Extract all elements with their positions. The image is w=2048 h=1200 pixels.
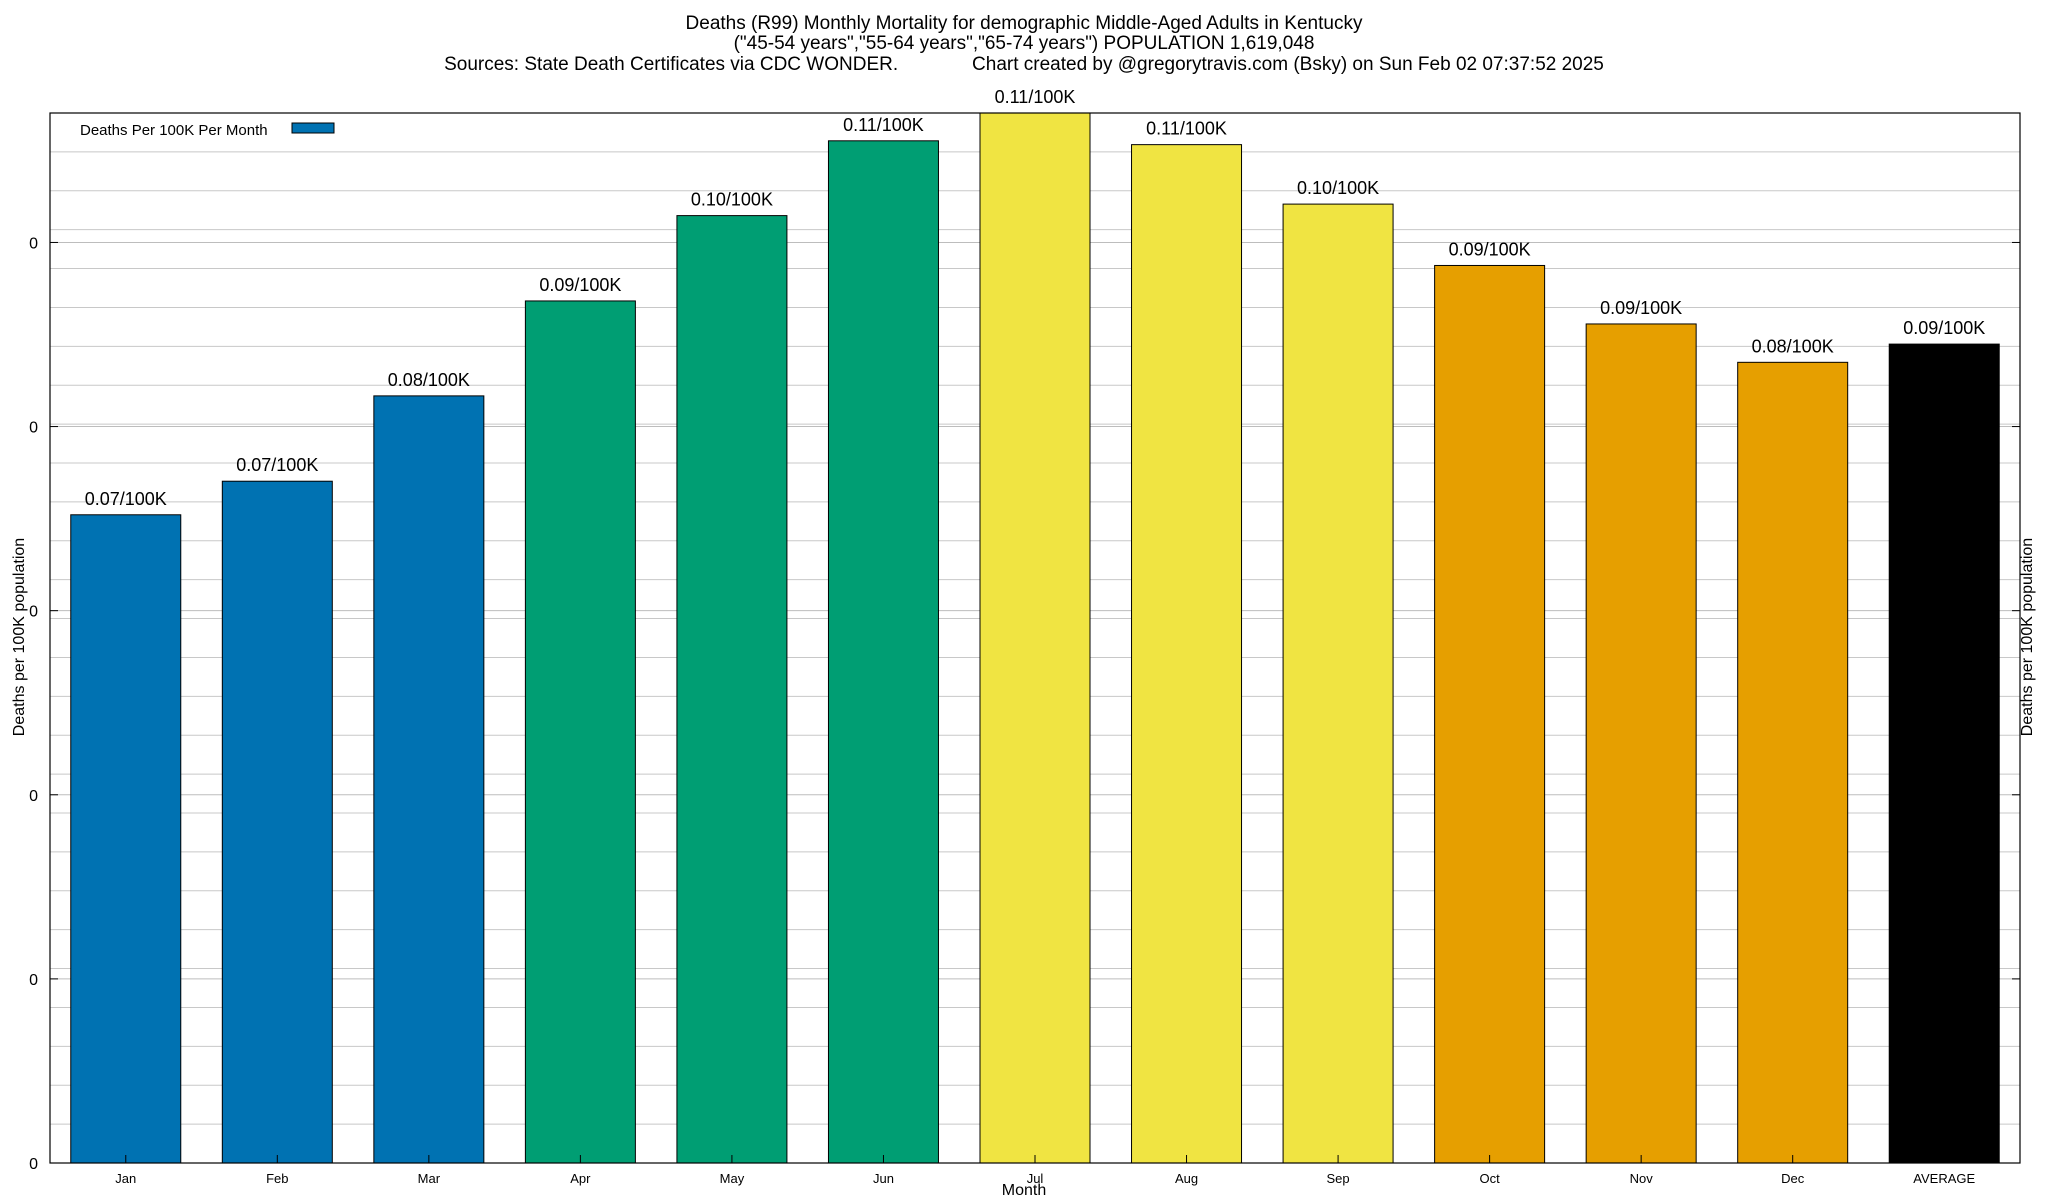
y-axis-label-left: Deaths per 100K population <box>11 537 28 737</box>
chart-title: Deaths (R99) Monthly Mortality for demog… <box>685 13 1363 34</box>
x-tick-label: AVERAGE <box>1913 1171 1975 1186</box>
bar-oct <box>1434 264 1546 1164</box>
x-tick-label: Mar <box>418 1171 441 1186</box>
bar-apr <box>524 300 636 1164</box>
bar-value-label: 0.07/100K <box>236 455 318 475</box>
x-tick-label: Sep <box>1327 1171 1350 1186</box>
bar-value-label: 0.11/100K <box>843 115 924 135</box>
x-tick-label: May <box>720 1171 745 1186</box>
x-tick-label: Oct <box>1479 1171 1500 1186</box>
x-tick-label: Apr <box>570 1171 591 1186</box>
x-tick-label: Jan <box>115 1171 136 1186</box>
bar-feb <box>221 480 333 1164</box>
bar-mar <box>373 395 485 1164</box>
bar-jan <box>70 514 182 1164</box>
chart-source-line: Sources: State Death Certificates via CD… <box>444 54 1604 75</box>
bar-value-label: 0.07/100K <box>85 489 167 509</box>
legend-label: Deaths Per 100K Per Month <box>80 122 268 139</box>
x-axis-label: Month <box>1001 1182 1047 1199</box>
bar-value-label: 0.08/100K <box>1752 336 1834 356</box>
bar-sep <box>1282 203 1394 1164</box>
bar-value-label: 0.08/100K <box>388 370 470 390</box>
bar-value-label: 0.09/100K <box>1449 239 1531 259</box>
y-tick-label: 0 <box>29 972 38 989</box>
x-tick-label: Nov <box>1630 1171 1654 1186</box>
bar-value-label: 0.11/100K <box>1146 119 1227 139</box>
bar-value-label: 0.10/100K <box>1297 178 1379 198</box>
bar-dec <box>1737 361 1849 1164</box>
chart-subtitle: ("45-54 years","55-64 years","65-74 year… <box>733 33 1315 54</box>
bar-aug <box>1131 144 1243 1164</box>
legend-swatch <box>291 122 335 134</box>
x-tick-label: Jun <box>873 1171 894 1186</box>
y-tick-label: 0 <box>29 604 38 621</box>
x-tick-label: Aug <box>1175 1171 1198 1186</box>
bar-value-label: 0.09/100K <box>1600 298 1682 318</box>
bar-may <box>676 215 788 1164</box>
bar-value-label: 0.09/100K <box>1903 318 1985 338</box>
y-axis-label-right: Deaths per 100K population <box>2019 537 2036 737</box>
bar-value-label: 0.11/100K <box>995 87 1076 107</box>
x-tick-label: Feb <box>266 1171 288 1186</box>
bar-value-label: 0.09/100K <box>539 275 621 295</box>
bar-value-label: 0.10/100K <box>691 190 773 210</box>
bar-average <box>1888 343 2000 1164</box>
bar-jun <box>827 140 939 1164</box>
bar-jul <box>979 112 1091 1164</box>
y-tick-label: 0 <box>29 420 38 437</box>
x-tick-label: Jul <box>1027 1171 1044 1186</box>
x-tick-label: Dec <box>1781 1171 1805 1186</box>
y-tick-label: 0 <box>29 1156 38 1173</box>
y-tick-label: 0 <box>29 235 38 252</box>
bar-nov <box>1585 323 1697 1164</box>
plot-frame <box>49 112 2021 1164</box>
y-tick-label: 0 <box>29 788 38 805</box>
